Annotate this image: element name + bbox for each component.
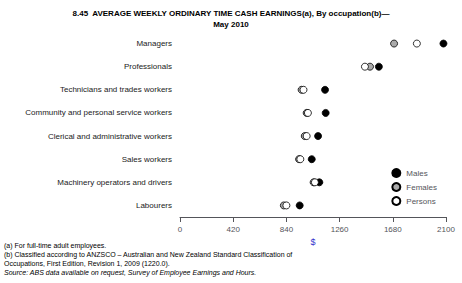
svg-text:May 2010: May 2010 [213,20,249,29]
svg-text:0: 0 [178,225,183,234]
svg-text:(b) Classified according to AN: (b) Classified according to ANZSCO – Aus… [4,251,292,259]
svg-text:Males: Males [406,169,427,178]
svg-text:1260: 1260 [331,225,349,234]
svg-text:$: $ [310,237,315,247]
svg-text:840: 840 [280,225,294,234]
svg-text:Occupations, First Edition, Re: Occupations, First Edition, Revision 1, … [4,260,170,268]
svg-text:1680: 1680 [384,225,402,234]
svg-text:Labourers: Labourers [136,201,172,210]
svg-text:Source: ABS data available on: Source: ABS data available on request, S… [4,269,256,277]
svg-text:Community and personal service: Community and personal service workers [25,108,172,117]
svg-text:Professionals: Professionals [124,62,172,71]
svg-text:420: 420 [227,225,241,234]
svg-text:Females: Females [406,183,437,192]
svg-text:Persons: Persons [406,197,435,206]
svg-text:8.45 AVERAGE WEEKLY ORDINARY: 8.45 AVERAGE WEEKLY ORDINARY TIME CASH E… [73,9,390,18]
svg-text:Technicians and trades workers: Technicians and trades workers [60,85,172,94]
svg-text:2100: 2100 [437,225,455,234]
svg-text:Sales workers: Sales workers [122,155,172,164]
svg-text:Clerical and administrative wo: Clerical and administrative workers [48,132,172,141]
svg-text:Machinery operators and driver: Machinery operators and drivers [57,178,172,187]
svg-text:Managers: Managers [136,39,172,48]
svg-text:(a) For full-time adult employ: (a) For full-time adult employees. [4,242,106,250]
